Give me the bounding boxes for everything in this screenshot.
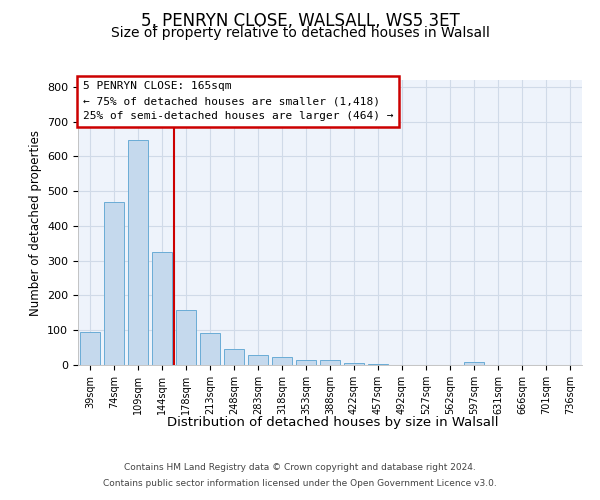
Text: 5, PENRYN CLOSE, WALSALL, WS5 3ET: 5, PENRYN CLOSE, WALSALL, WS5 3ET	[140, 12, 460, 30]
Text: 5 PENRYN CLOSE: 165sqm
← 75% of detached houses are smaller (1,418)
25% of semi-: 5 PENRYN CLOSE: 165sqm ← 75% of detached…	[83, 82, 394, 121]
Bar	[200, 332, 220, 365]
Bar	[104, 202, 124, 365]
Bar	[344, 363, 364, 365]
Bar	[272, 358, 292, 365]
Bar	[368, 364, 388, 365]
Y-axis label: Number of detached properties: Number of detached properties	[29, 130, 41, 316]
Text: Contains public sector information licensed under the Open Government Licence v3: Contains public sector information licen…	[103, 478, 497, 488]
Text: Distribution of detached houses by size in Walsall: Distribution of detached houses by size …	[167, 416, 499, 429]
Bar	[152, 252, 172, 365]
Text: Contains HM Land Registry data © Crown copyright and database right 2024.: Contains HM Land Registry data © Crown c…	[124, 464, 476, 472]
Bar	[296, 360, 316, 365]
Bar	[80, 332, 100, 365]
Bar	[320, 360, 340, 365]
Bar	[128, 140, 148, 365]
Bar	[464, 362, 484, 365]
Bar	[176, 310, 196, 365]
Bar	[224, 349, 244, 365]
Text: Size of property relative to detached houses in Walsall: Size of property relative to detached ho…	[110, 26, 490, 40]
Bar	[248, 356, 268, 365]
